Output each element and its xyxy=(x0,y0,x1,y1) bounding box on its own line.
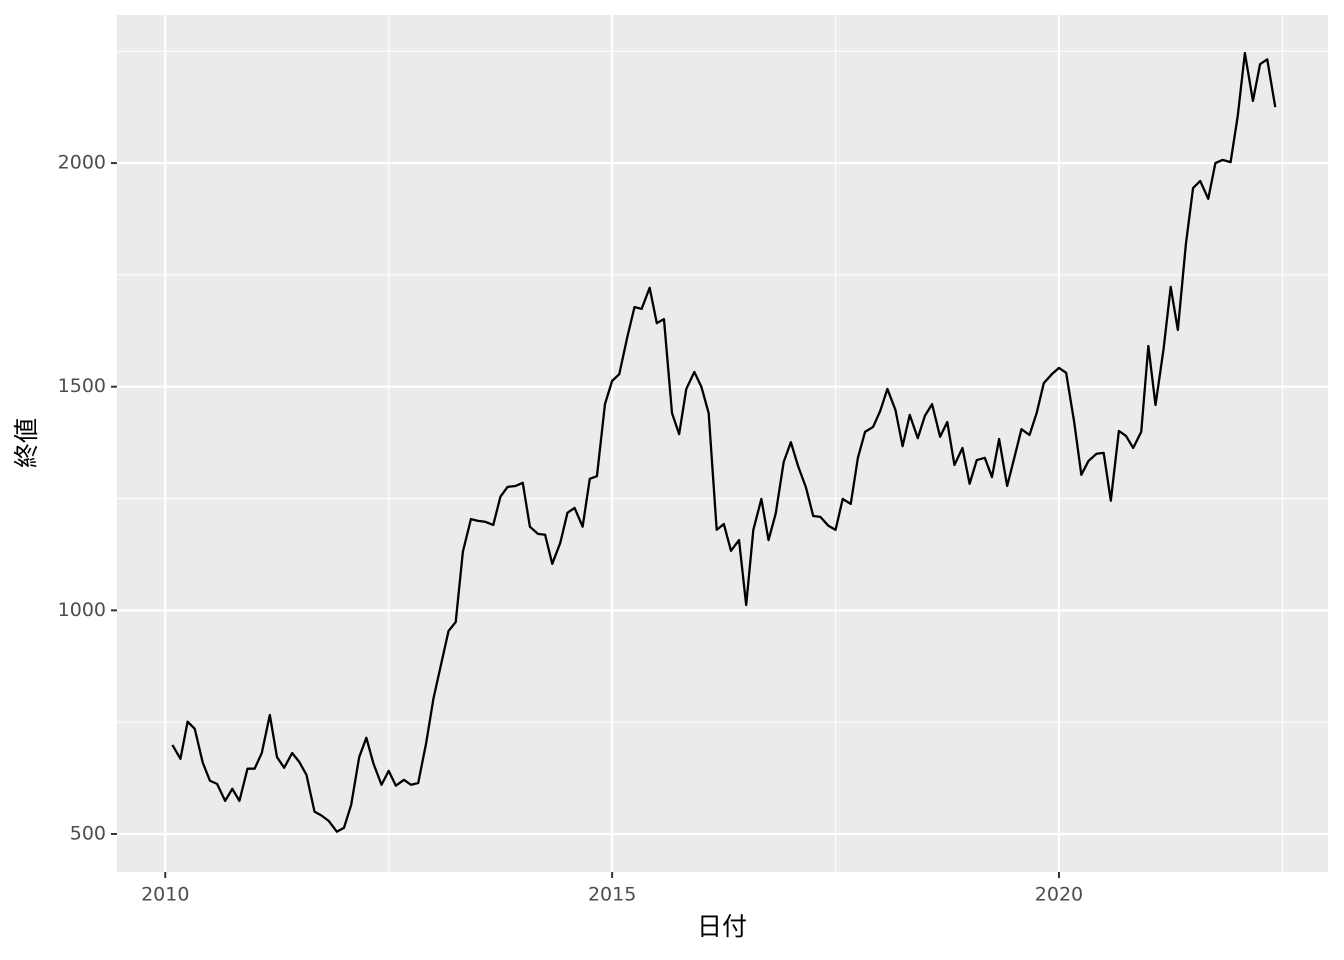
x-tick-label: 2015 xyxy=(588,884,636,906)
y-axis-title: 終値 xyxy=(12,418,41,468)
x-tick-label: 2010 xyxy=(141,884,189,906)
y-tick-label: 1000 xyxy=(58,599,106,621)
x-axis-title: 日付 xyxy=(697,912,747,941)
data-line xyxy=(171,51,1277,833)
y-tick-label: 2000 xyxy=(58,152,106,174)
y-tick-label: 500 xyxy=(70,822,106,844)
y-tick-label: 1500 xyxy=(58,375,106,397)
x-tick-label: 2020 xyxy=(1035,884,1083,906)
panel xyxy=(117,15,1328,872)
